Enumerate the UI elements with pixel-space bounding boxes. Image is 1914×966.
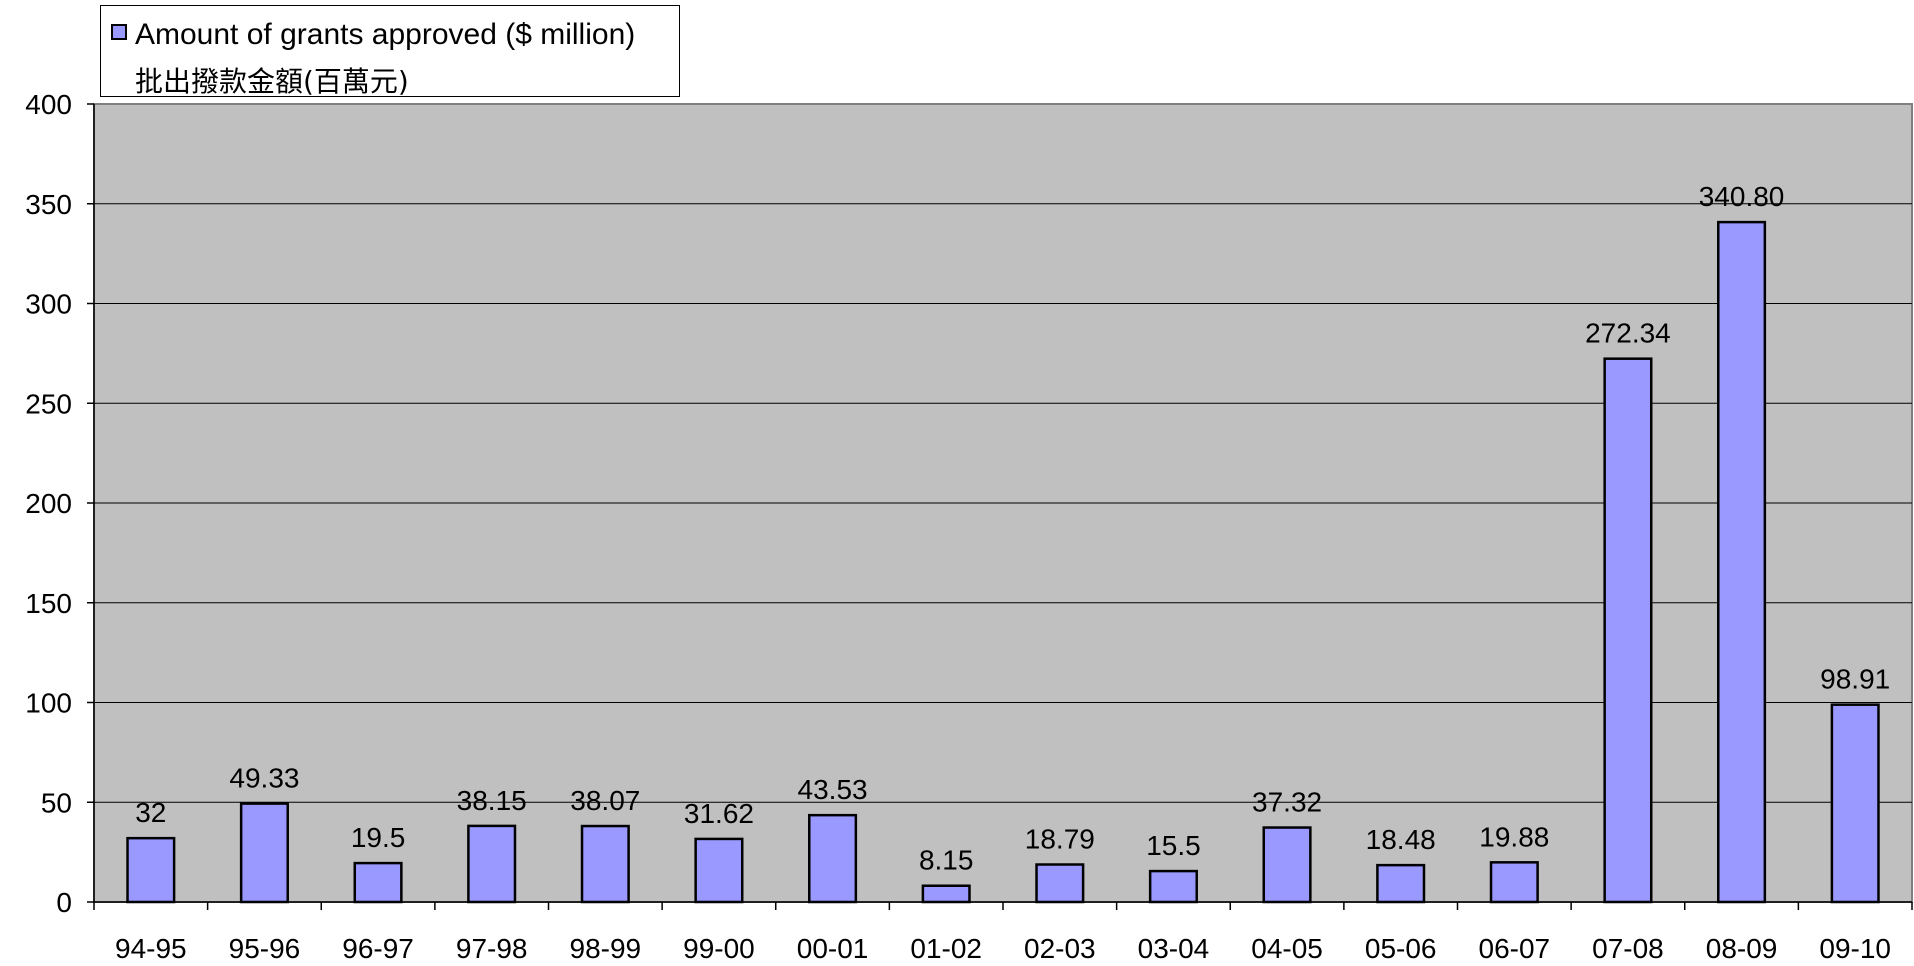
y-tick-label: 250 bbox=[25, 388, 72, 419]
data-label: 340.80 bbox=[1699, 181, 1785, 212]
x-tick-label: 03-04 bbox=[1138, 933, 1210, 964]
data-label: 98.91 bbox=[1820, 664, 1890, 695]
x-tick-label: 97-98 bbox=[456, 933, 528, 964]
bar-00-01 bbox=[808, 813, 858, 904]
bar-09-10 bbox=[1830, 703, 1880, 904]
x-tick-label: 04-05 bbox=[1251, 933, 1323, 964]
x-tick-label: 98-99 bbox=[570, 933, 642, 964]
y-tick-label: 100 bbox=[25, 688, 72, 719]
bar-07-08 bbox=[1603, 357, 1653, 904]
bar-08-09 bbox=[1717, 220, 1767, 904]
y-axis: 0 50 100 150 200 250 300 350 400 bbox=[25, 89, 95, 918]
bar-96-97 bbox=[353, 861, 403, 904]
data-label: 272.34 bbox=[1585, 318, 1671, 349]
data-labels: 32 49.33 19.5 38.15 38.07 31.62 43.53 8.15 18.79… bbox=[135, 181, 1890, 876]
data-label: 43.53 bbox=[798, 774, 868, 805]
data-label: 32 bbox=[135, 797, 166, 828]
data-label: 31.62 bbox=[684, 798, 754, 829]
bar-94-95 bbox=[126, 836, 176, 904]
x-tick-label: 95-96 bbox=[229, 933, 301, 964]
bar-04-05 bbox=[1262, 826, 1312, 904]
y-tick-label: 350 bbox=[25, 189, 72, 220]
y-tick-label: 300 bbox=[25, 289, 72, 320]
x-tick-label: 96-97 bbox=[342, 933, 414, 964]
data-label: 19.88 bbox=[1479, 821, 1549, 852]
data-label: 8.15 bbox=[919, 845, 974, 876]
x-tick-label: 05-06 bbox=[1365, 933, 1437, 964]
x-tick-label: 06-07 bbox=[1479, 933, 1551, 964]
legend-label-chinese: 批出撥款金額(百萬元) bbox=[135, 65, 409, 98]
bar-95-96 bbox=[239, 802, 289, 904]
bar-02-03 bbox=[1035, 863, 1085, 904]
y-tick-label: 200 bbox=[25, 488, 72, 519]
y-tick-label: 400 bbox=[25, 89, 72, 120]
x-tick-label: 09-10 bbox=[1819, 933, 1891, 964]
y-tick-label: 50 bbox=[41, 787, 72, 818]
bar-06-07 bbox=[1489, 861, 1539, 904]
x-tick-label: 94-95 bbox=[115, 933, 187, 964]
x-tick-label: 08-09 bbox=[1706, 933, 1778, 964]
x-tick-label: 99-00 bbox=[683, 933, 755, 964]
legend: Amount of grants approved ($ million) 批出… bbox=[100, 5, 680, 98]
data-label: 37.32 bbox=[1252, 787, 1322, 818]
bar-05-06 bbox=[1376, 863, 1426, 904]
bar-03-04 bbox=[1148, 869, 1198, 904]
bar-97-98 bbox=[467, 824, 517, 904]
data-label: 19.5 bbox=[351, 822, 406, 853]
x-tick-label: 07-08 bbox=[1592, 933, 1664, 964]
data-label: 15.5 bbox=[1146, 830, 1201, 861]
bar-98-99 bbox=[580, 824, 630, 904]
x-tick-label: 02-03 bbox=[1024, 933, 1096, 964]
x-axis: 94-95 95-96 96-97 97-98 98-99 99-00 00-01 01-02… bbox=[93, 901, 1913, 964]
data-label: 38.07 bbox=[570, 785, 640, 816]
x-tick-label: 01-02 bbox=[910, 933, 982, 964]
data-label: 49.33 bbox=[229, 763, 299, 794]
y-tick-label: 0 bbox=[56, 887, 72, 918]
legend-label: Amount of grants approved ($ million) bbox=[135, 18, 636, 51]
y-tick-label: 150 bbox=[25, 588, 72, 619]
legend-swatch-icon bbox=[111, 24, 127, 40]
bar-01-02 bbox=[921, 884, 971, 904]
data-label: 18.48 bbox=[1366, 824, 1436, 855]
data-label: 38.15 bbox=[457, 785, 527, 816]
bars bbox=[126, 220, 1880, 904]
data-label: 18.79 bbox=[1025, 824, 1095, 855]
bar-99-00 bbox=[694, 837, 744, 904]
x-tick-label: 00-01 bbox=[797, 933, 869, 964]
